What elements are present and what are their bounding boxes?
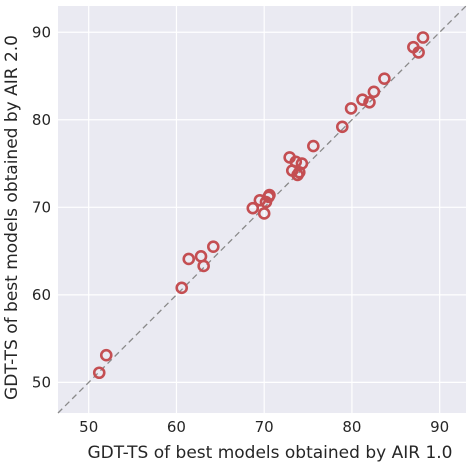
x-tick-label: 70 — [255, 418, 274, 436]
y-tick-label: 60 — [32, 286, 51, 304]
x-tick-label: 90 — [430, 418, 449, 436]
data-point — [197, 259, 210, 273]
data-point — [307, 139, 320, 153]
data-points — [92, 31, 430, 380]
data-point — [182, 252, 196, 266]
y-axis-label: GDT-TS of best models obtained by AIR 2.… — [2, 35, 22, 400]
y-tick-label: 70 — [32, 198, 51, 216]
data-point — [92, 366, 106, 380]
data-point — [295, 157, 309, 170]
data-point — [257, 207, 271, 220]
data-point — [175, 281, 189, 295]
y-tick-label: 50 — [32, 373, 51, 391]
y-axis-ticks: 50 60 70 80 90 — [32, 23, 51, 391]
data-point — [207, 240, 220, 253]
x-axis-label: GDT-TS of best models obtained by AIR 1.… — [88, 443, 453, 463]
y-tick-label: 90 — [32, 23, 51, 41]
data-point — [356, 93, 369, 106]
data-point — [289, 155, 303, 169]
data-point — [416, 31, 430, 44]
identity-diagonal-line — [57, 5, 467, 414]
data-point — [246, 201, 260, 215]
x-tick-label: 50 — [79, 418, 98, 436]
data-point — [378, 72, 391, 85]
data-point — [335, 120, 349, 134]
data-point — [412, 46, 425, 59]
y-tick-label: 80 — [32, 111, 51, 129]
x-axis-ticks: 50 60 70 80 90 — [79, 418, 449, 436]
data-point — [99, 348, 113, 362]
data-point — [344, 102, 358, 115]
data-point — [363, 95, 376, 109]
data-point — [263, 188, 276, 202]
data-point — [367, 85, 381, 99]
x-tick-label: 80 — [342, 418, 361, 436]
x-tick-label: 60 — [167, 418, 186, 436]
